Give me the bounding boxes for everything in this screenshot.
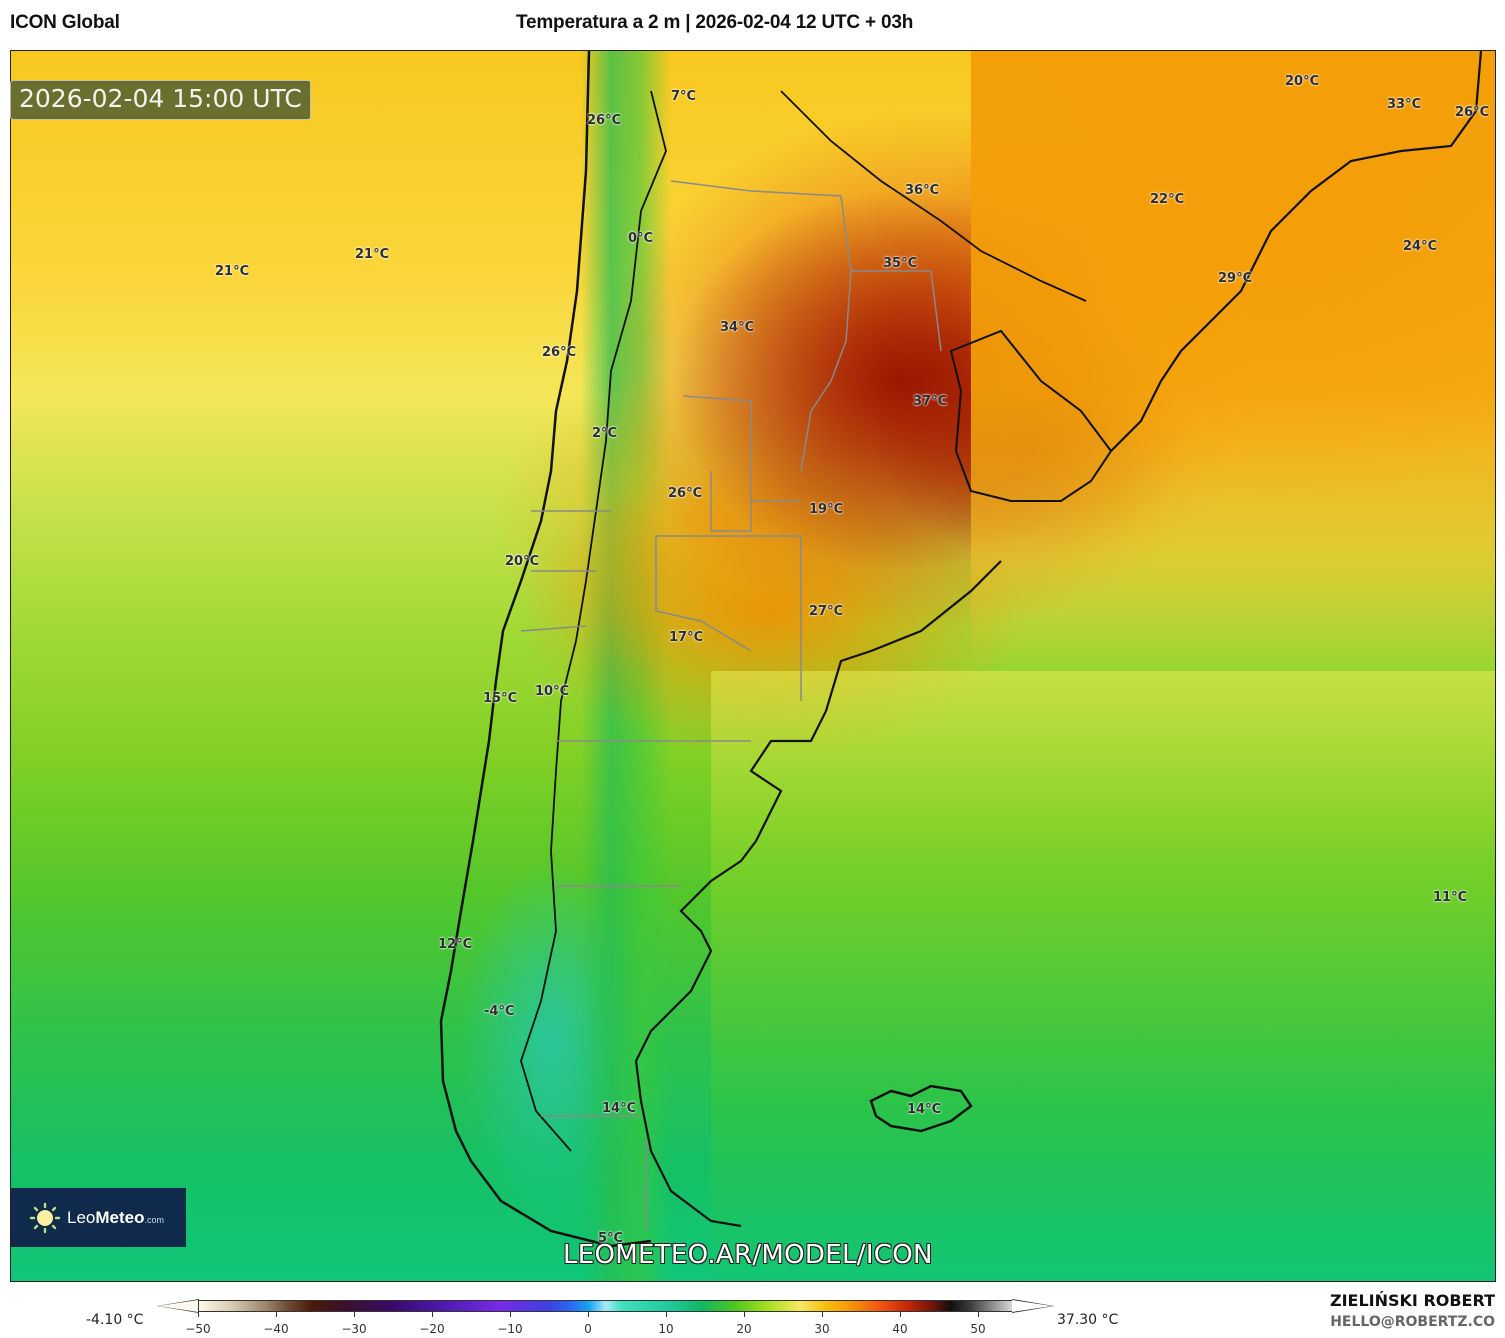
map-ocean-region (711, 671, 1495, 1281)
temperature-label: 12°C (438, 937, 473, 952)
colorbar-tick (198, 1312, 199, 1317)
colorbar-tick (588, 1312, 589, 1317)
temperature-label: 17°C (669, 630, 704, 645)
colorbar-tick-label: 50 (970, 1322, 986, 1336)
model-name: ICON Global (10, 12, 120, 33)
temperature-label: 11°C (1433, 890, 1468, 905)
colorbar-tick-label: 30 (814, 1322, 830, 1336)
logo-brand-bold: Meteo (95, 1207, 145, 1227)
temperature-label: 26°C (587, 113, 622, 128)
temperature-label: 27°C (809, 604, 844, 619)
temperature-label: 26°C (542, 345, 577, 360)
temperature-label: 20°C (1285, 74, 1320, 89)
colorbar-gradient (198, 1300, 1013, 1312)
colorbar-tick-label: −50 (185, 1322, 211, 1336)
map-warm-region (971, 51, 1495, 671)
author-email[interactable]: HELLO@ROBERTZ.CO (1330, 1314, 1495, 1330)
colorbar-tick (744, 1312, 745, 1317)
colorbar-min-label: -4.10 °C (86, 1312, 144, 1328)
temperature-label: 0°C (628, 231, 654, 246)
colorbar-tick (510, 1312, 511, 1317)
temperature-label: 37°C (913, 394, 948, 409)
colorbar-tick (666, 1312, 667, 1317)
colorbar-tick (900, 1312, 901, 1317)
leometeo-logo[interactable]: LeoMeteo.com (11, 1188, 186, 1247)
temperature-label: 2°C (592, 426, 618, 441)
temperature-label: 26°C (668, 486, 703, 501)
colorbar-tick (276, 1312, 277, 1317)
colorbar-tick-label: −20 (419, 1322, 445, 1336)
temperature-label: 15°C (483, 691, 518, 706)
colorbar-tick (432, 1312, 433, 1317)
temperature-label: 29°C (1218, 271, 1253, 286)
temperature-label: -4°C (484, 1004, 515, 1019)
coastlines-borders (439, 51, 1483, 1248)
colorbar-tick-label: 0 (584, 1322, 592, 1336)
temperature-label: 14°C (907, 1102, 942, 1117)
temperature-label: 14°C (602, 1101, 637, 1116)
temperature-map[interactable]: 7°C 26°C 20°C 33°C 26°C 36°C 22°C 0°C 24°C 21°C 35… (10, 50, 1496, 1282)
temperature-label: 10°C (535, 684, 570, 699)
colorbar (157, 1299, 1054, 1317)
colorbar-tick-label: 40 (892, 1322, 908, 1336)
colorbar-tick-label: −30 (341, 1322, 367, 1336)
temperature-label: 21°C (355, 247, 390, 262)
temperature-label: 20°C (505, 554, 540, 569)
logo-brand-light: Leo (67, 1207, 96, 1227)
temperature-label: 24°C (1403, 239, 1438, 254)
temperature-label: 22°C (1150, 192, 1185, 207)
temperature-label: 26°C (1455, 105, 1490, 120)
temperature-label: 19°C (809, 502, 844, 517)
sun-icon (29, 1202, 61, 1234)
temperature-label: 36°C (905, 183, 940, 198)
colorbar-max-label: 37.30 °C (1057, 1312, 1119, 1328)
colorbar-tick-label: 20 (736, 1322, 752, 1336)
colorbar-tick-label: −40 (263, 1322, 289, 1336)
colorbar-tick (978, 1312, 979, 1317)
temperature-label: 21°C (215, 264, 250, 279)
temperature-label: 5°C (598, 1231, 624, 1246)
colorbar-tick (354, 1312, 355, 1317)
colorbar-tick-label: 10 (658, 1322, 674, 1336)
colorbar-tick-label: −10 (497, 1322, 523, 1336)
temperature-label: 34°C (720, 320, 755, 335)
author-name: ZIELIŃSKI ROBERT (1329, 1291, 1495, 1310)
logo-text: LeoMeteo.com (67, 1208, 164, 1228)
colorbar-min-arrow (158, 1300, 198, 1312)
temperature-label: 33°C (1387, 97, 1422, 112)
temperature-label: 35°C (883, 256, 918, 271)
temperature-label: 7°C (671, 89, 697, 104)
colorbar-tick (822, 1312, 823, 1317)
website-watermark: LEOMETEO.AR/MODEL/ICON (563, 1240, 933, 1270)
logo-suffix: .com (144, 1214, 165, 1225)
valid-time-badge: 2026-02-04 15:00 UTC (10, 80, 311, 120)
chart-title: Temperatura a 2 m | 2026-02-04 12 UTC + … (516, 12, 914, 33)
colorbar-max-arrow (1012, 1300, 1052, 1312)
